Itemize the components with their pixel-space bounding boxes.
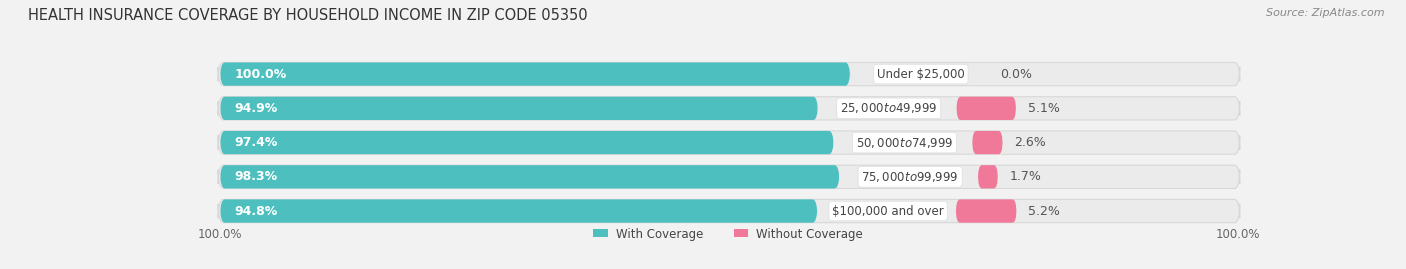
FancyBboxPatch shape xyxy=(956,97,1017,120)
Text: $50,000 to $74,999: $50,000 to $74,999 xyxy=(856,136,953,150)
Text: 5.1%: 5.1% xyxy=(1028,102,1059,115)
FancyBboxPatch shape xyxy=(218,131,1240,154)
FancyBboxPatch shape xyxy=(221,97,818,120)
FancyBboxPatch shape xyxy=(218,97,1240,120)
FancyBboxPatch shape xyxy=(218,165,1240,189)
FancyBboxPatch shape xyxy=(973,131,1002,154)
Text: 94.9%: 94.9% xyxy=(235,102,278,115)
Text: $75,000 to $99,999: $75,000 to $99,999 xyxy=(862,170,959,184)
Text: With Coverage: With Coverage xyxy=(616,228,703,241)
FancyBboxPatch shape xyxy=(218,62,1240,86)
FancyBboxPatch shape xyxy=(979,165,998,189)
Text: Without Coverage: Without Coverage xyxy=(756,228,863,241)
FancyBboxPatch shape xyxy=(221,62,851,86)
Text: 1.7%: 1.7% xyxy=(1010,170,1042,183)
Text: 100.0%: 100.0% xyxy=(235,68,287,81)
FancyBboxPatch shape xyxy=(593,229,607,240)
Text: 94.8%: 94.8% xyxy=(235,204,278,218)
FancyBboxPatch shape xyxy=(221,199,817,223)
FancyBboxPatch shape xyxy=(221,165,839,189)
Text: 2.6%: 2.6% xyxy=(1014,136,1046,149)
Text: 97.4%: 97.4% xyxy=(235,136,278,149)
Text: $25,000 to $49,999: $25,000 to $49,999 xyxy=(839,101,938,115)
FancyBboxPatch shape xyxy=(221,131,834,154)
Text: 0.0%: 0.0% xyxy=(1000,68,1032,81)
Text: Under $25,000: Under $25,000 xyxy=(877,68,965,81)
FancyBboxPatch shape xyxy=(956,199,1017,223)
Text: Source: ZipAtlas.com: Source: ZipAtlas.com xyxy=(1267,8,1385,18)
Text: 100.0%: 100.0% xyxy=(1216,228,1260,241)
Text: 100.0%: 100.0% xyxy=(198,228,242,241)
Text: $100,000 and over: $100,000 and over xyxy=(832,204,943,218)
FancyBboxPatch shape xyxy=(734,229,748,240)
Text: 98.3%: 98.3% xyxy=(235,170,278,183)
Text: 5.2%: 5.2% xyxy=(1028,204,1060,218)
Text: HEALTH INSURANCE COVERAGE BY HOUSEHOLD INCOME IN ZIP CODE 05350: HEALTH INSURANCE COVERAGE BY HOUSEHOLD I… xyxy=(28,8,588,23)
FancyBboxPatch shape xyxy=(218,199,1240,223)
